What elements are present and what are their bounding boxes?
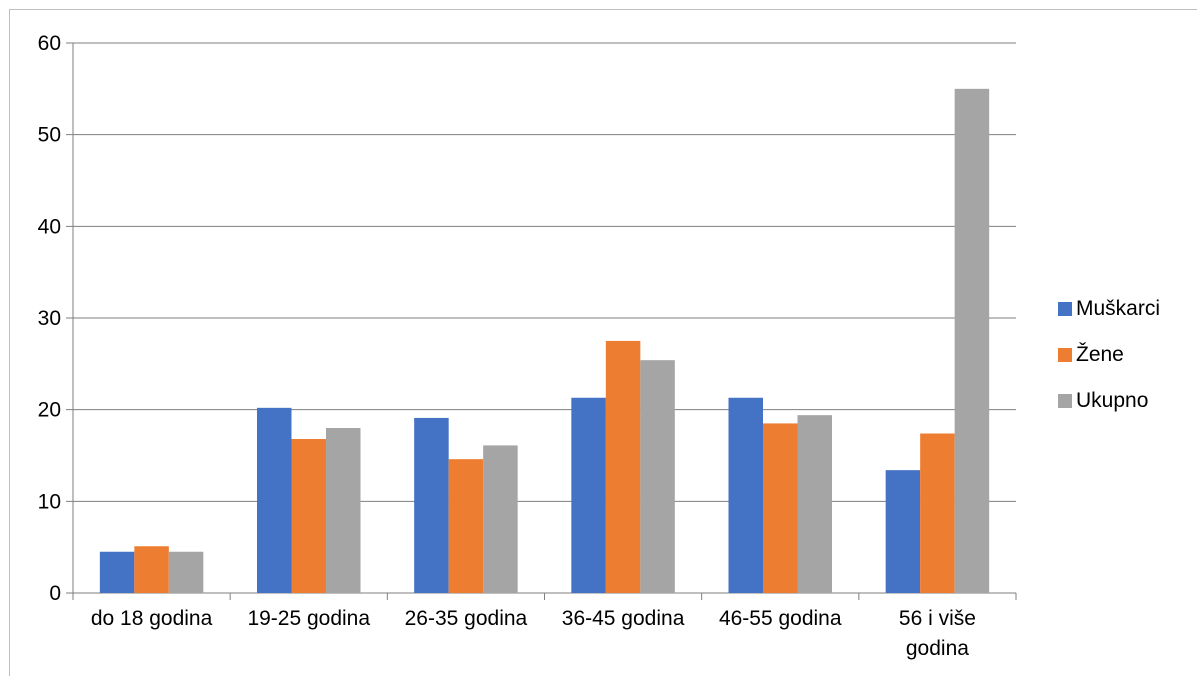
- x-tick-label: do 18 godina: [91, 607, 213, 630]
- y-tick-label: 20: [38, 399, 61, 422]
- bar-mu-karci-4: [728, 397, 763, 593]
- bar-mu-karci-1: [257, 407, 292, 593]
- bar-mu-karci-0: [99, 551, 135, 593]
- bar-ukupno-3: [640, 360, 675, 593]
- legend-label-muskarci: Muškarci: [1076, 297, 1161, 320]
- x-tick-label: 36-45 godina: [562, 607, 685, 630]
- bar--ene-4: [763, 423, 798, 593]
- x-tick-label: 26-35 godina: [405, 607, 528, 630]
- legend-swatch-ukupno: [1058, 394, 1072, 408]
- y-tick-label: 60: [38, 32, 61, 55]
- chart-frame: [9, 9, 1197, 676]
- bar-ukupno-0: [168, 551, 204, 593]
- y-tick-label: 50: [38, 124, 61, 147]
- y-tick-label: 0: [49, 582, 61, 605]
- bar--ene-1: [291, 439, 326, 593]
- x-tick-label: godina: [906, 637, 969, 660]
- bar--ene-2: [448, 459, 484, 593]
- bar-mu-karci-2: [414, 417, 449, 593]
- bar-mu-karci-3: [571, 397, 606, 593]
- legend-item-muskarci: Muškarci: [1058, 286, 1160, 332]
- legend-label-zene: Žene: [1076, 343, 1124, 366]
- y-tick-label: 30: [38, 307, 61, 330]
- legend: Muškarci Žene Ukupno: [1058, 286, 1160, 424]
- legend-item-zene: Žene: [1058, 332, 1160, 378]
- bar-ukupno-5: [954, 88, 990, 593]
- legend-item-ukupno: Ukupno: [1058, 378, 1160, 424]
- legend-label-ukupno: Ukupno: [1076, 389, 1149, 412]
- bar-ukupno-1: [326, 428, 361, 593]
- bar-mu-karci-5: [885, 470, 921, 593]
- x-tick-label: 19-25 godina: [247, 607, 370, 630]
- legend-swatch-zene: [1058, 348, 1072, 362]
- bar--ene-5: [920, 433, 955, 593]
- bar--ene-3: [605, 340, 641, 593]
- x-tick-label: 46-55 godina: [719, 607, 842, 630]
- bar--ene-0: [134, 546, 169, 593]
- y-tick-label: 10: [38, 490, 61, 513]
- bar-ukupno-2: [483, 445, 518, 593]
- y-tick-label: 40: [38, 215, 61, 238]
- legend-swatch-muskarci: [1058, 302, 1072, 316]
- bar-ukupno-4: [797, 415, 832, 593]
- x-tick-label: 56 i više: [899, 607, 976, 630]
